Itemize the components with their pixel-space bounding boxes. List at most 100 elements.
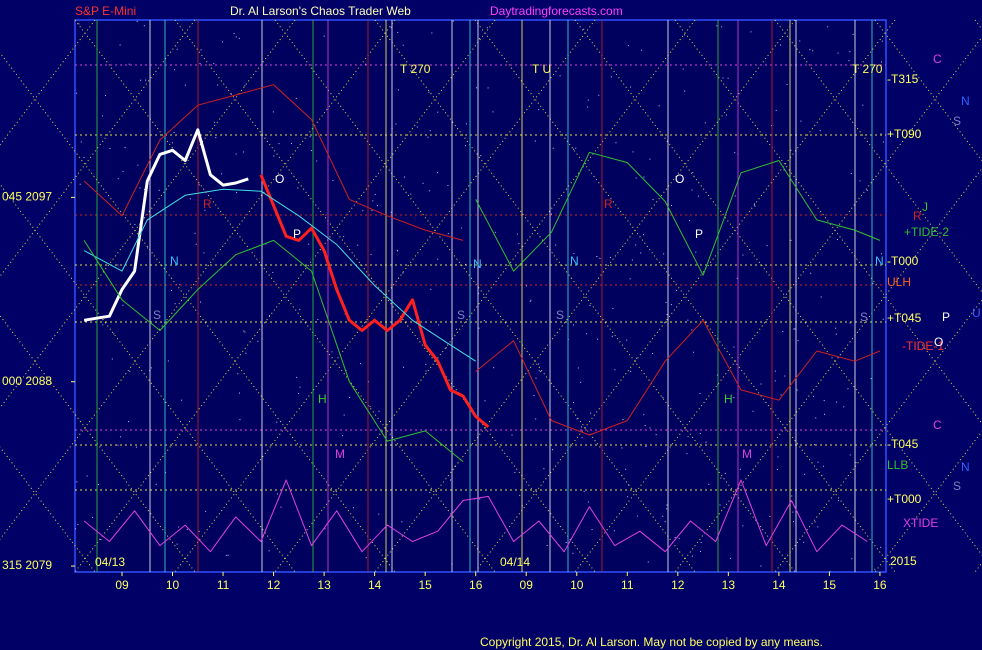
star bbox=[410, 70, 412, 72]
star bbox=[587, 99, 589, 101]
x-tick-label: 11 bbox=[621, 578, 634, 592]
star bbox=[425, 370, 427, 372]
star bbox=[614, 369, 616, 371]
star bbox=[297, 187, 299, 189]
star bbox=[585, 333, 587, 335]
annotation: M bbox=[742, 447, 752, 461]
star bbox=[425, 363, 427, 365]
star bbox=[136, 20, 138, 22]
star bbox=[630, 86, 632, 88]
star bbox=[645, 445, 647, 447]
x-tick-label: 13 bbox=[317, 578, 331, 592]
y-tick-label: 045 2097 bbox=[2, 190, 52, 204]
star bbox=[480, 155, 482, 157]
star bbox=[794, 328, 796, 330]
annotation: H bbox=[318, 392, 327, 406]
right-label: -TIDE-1 bbox=[902, 339, 944, 353]
star bbox=[720, 477, 722, 479]
star bbox=[583, 28, 585, 30]
star bbox=[836, 238, 838, 240]
star bbox=[429, 491, 431, 493]
star bbox=[137, 164, 139, 166]
star bbox=[452, 20, 454, 22]
star bbox=[174, 303, 176, 305]
star bbox=[403, 366, 405, 368]
star bbox=[708, 483, 710, 485]
annotation: R bbox=[604, 197, 613, 211]
star bbox=[492, 111, 494, 113]
star bbox=[195, 243, 197, 245]
star bbox=[533, 395, 535, 397]
right-label: -T315 bbox=[887, 72, 919, 86]
star bbox=[119, 436, 121, 438]
star bbox=[324, 528, 326, 530]
star bbox=[139, 187, 141, 189]
star bbox=[238, 392, 240, 394]
star bbox=[343, 236, 345, 238]
right-label: 2015 bbox=[890, 554, 917, 568]
star bbox=[674, 536, 676, 538]
star bbox=[511, 434, 513, 436]
star bbox=[309, 136, 311, 138]
star bbox=[323, 35, 325, 37]
star bbox=[225, 554, 227, 556]
star bbox=[729, 557, 731, 559]
star bbox=[117, 264, 119, 266]
annotation: M bbox=[335, 447, 345, 461]
star bbox=[699, 551, 701, 553]
star bbox=[150, 367, 152, 369]
star bbox=[782, 330, 784, 332]
star bbox=[276, 421, 278, 423]
star bbox=[587, 501, 589, 503]
star bbox=[823, 465, 825, 467]
star bbox=[792, 521, 794, 523]
star bbox=[760, 565, 762, 567]
right-label: C bbox=[933, 52, 942, 66]
star bbox=[86, 475, 88, 477]
star bbox=[450, 479, 452, 481]
star bbox=[597, 338, 599, 340]
star bbox=[591, 529, 593, 531]
star bbox=[479, 38, 481, 40]
star bbox=[144, 188, 146, 190]
star bbox=[739, 468, 741, 470]
star bbox=[882, 318, 884, 320]
star bbox=[428, 91, 430, 93]
star bbox=[641, 49, 643, 51]
star bbox=[239, 419, 241, 421]
star bbox=[817, 461, 819, 463]
star bbox=[362, 210, 364, 212]
star bbox=[581, 426, 583, 428]
x-tick-label: 13 bbox=[722, 578, 736, 592]
star bbox=[837, 500, 839, 502]
star bbox=[610, 76, 612, 78]
star bbox=[111, 358, 113, 360]
x-tick-label: 14 bbox=[772, 578, 786, 592]
star bbox=[390, 211, 392, 213]
annotation: P bbox=[695, 227, 703, 241]
star bbox=[776, 469, 778, 471]
right-label: LLB bbox=[887, 458, 908, 472]
star bbox=[244, 331, 246, 333]
chart-title: Dr. Al Larson's Chaos Trader Web bbox=[230, 4, 411, 18]
star bbox=[722, 77, 724, 79]
x-tick-label: 11 bbox=[217, 578, 230, 592]
star bbox=[866, 189, 868, 191]
star bbox=[750, 31, 752, 33]
star bbox=[695, 251, 697, 253]
star bbox=[465, 145, 467, 147]
right-label: J bbox=[922, 200, 928, 214]
star bbox=[598, 94, 600, 96]
star bbox=[155, 483, 157, 485]
copyright: Copyright 2015, Dr. Al Larson. May not b… bbox=[480, 635, 823, 649]
star bbox=[664, 521, 666, 523]
star bbox=[621, 447, 623, 449]
annotation: O bbox=[675, 172, 684, 186]
star bbox=[75, 528, 77, 530]
series-line bbox=[83, 239, 464, 462]
star bbox=[245, 352, 247, 354]
annotation: H bbox=[724, 392, 733, 406]
star bbox=[622, 419, 624, 421]
star bbox=[796, 389, 798, 391]
star bbox=[77, 523, 79, 525]
